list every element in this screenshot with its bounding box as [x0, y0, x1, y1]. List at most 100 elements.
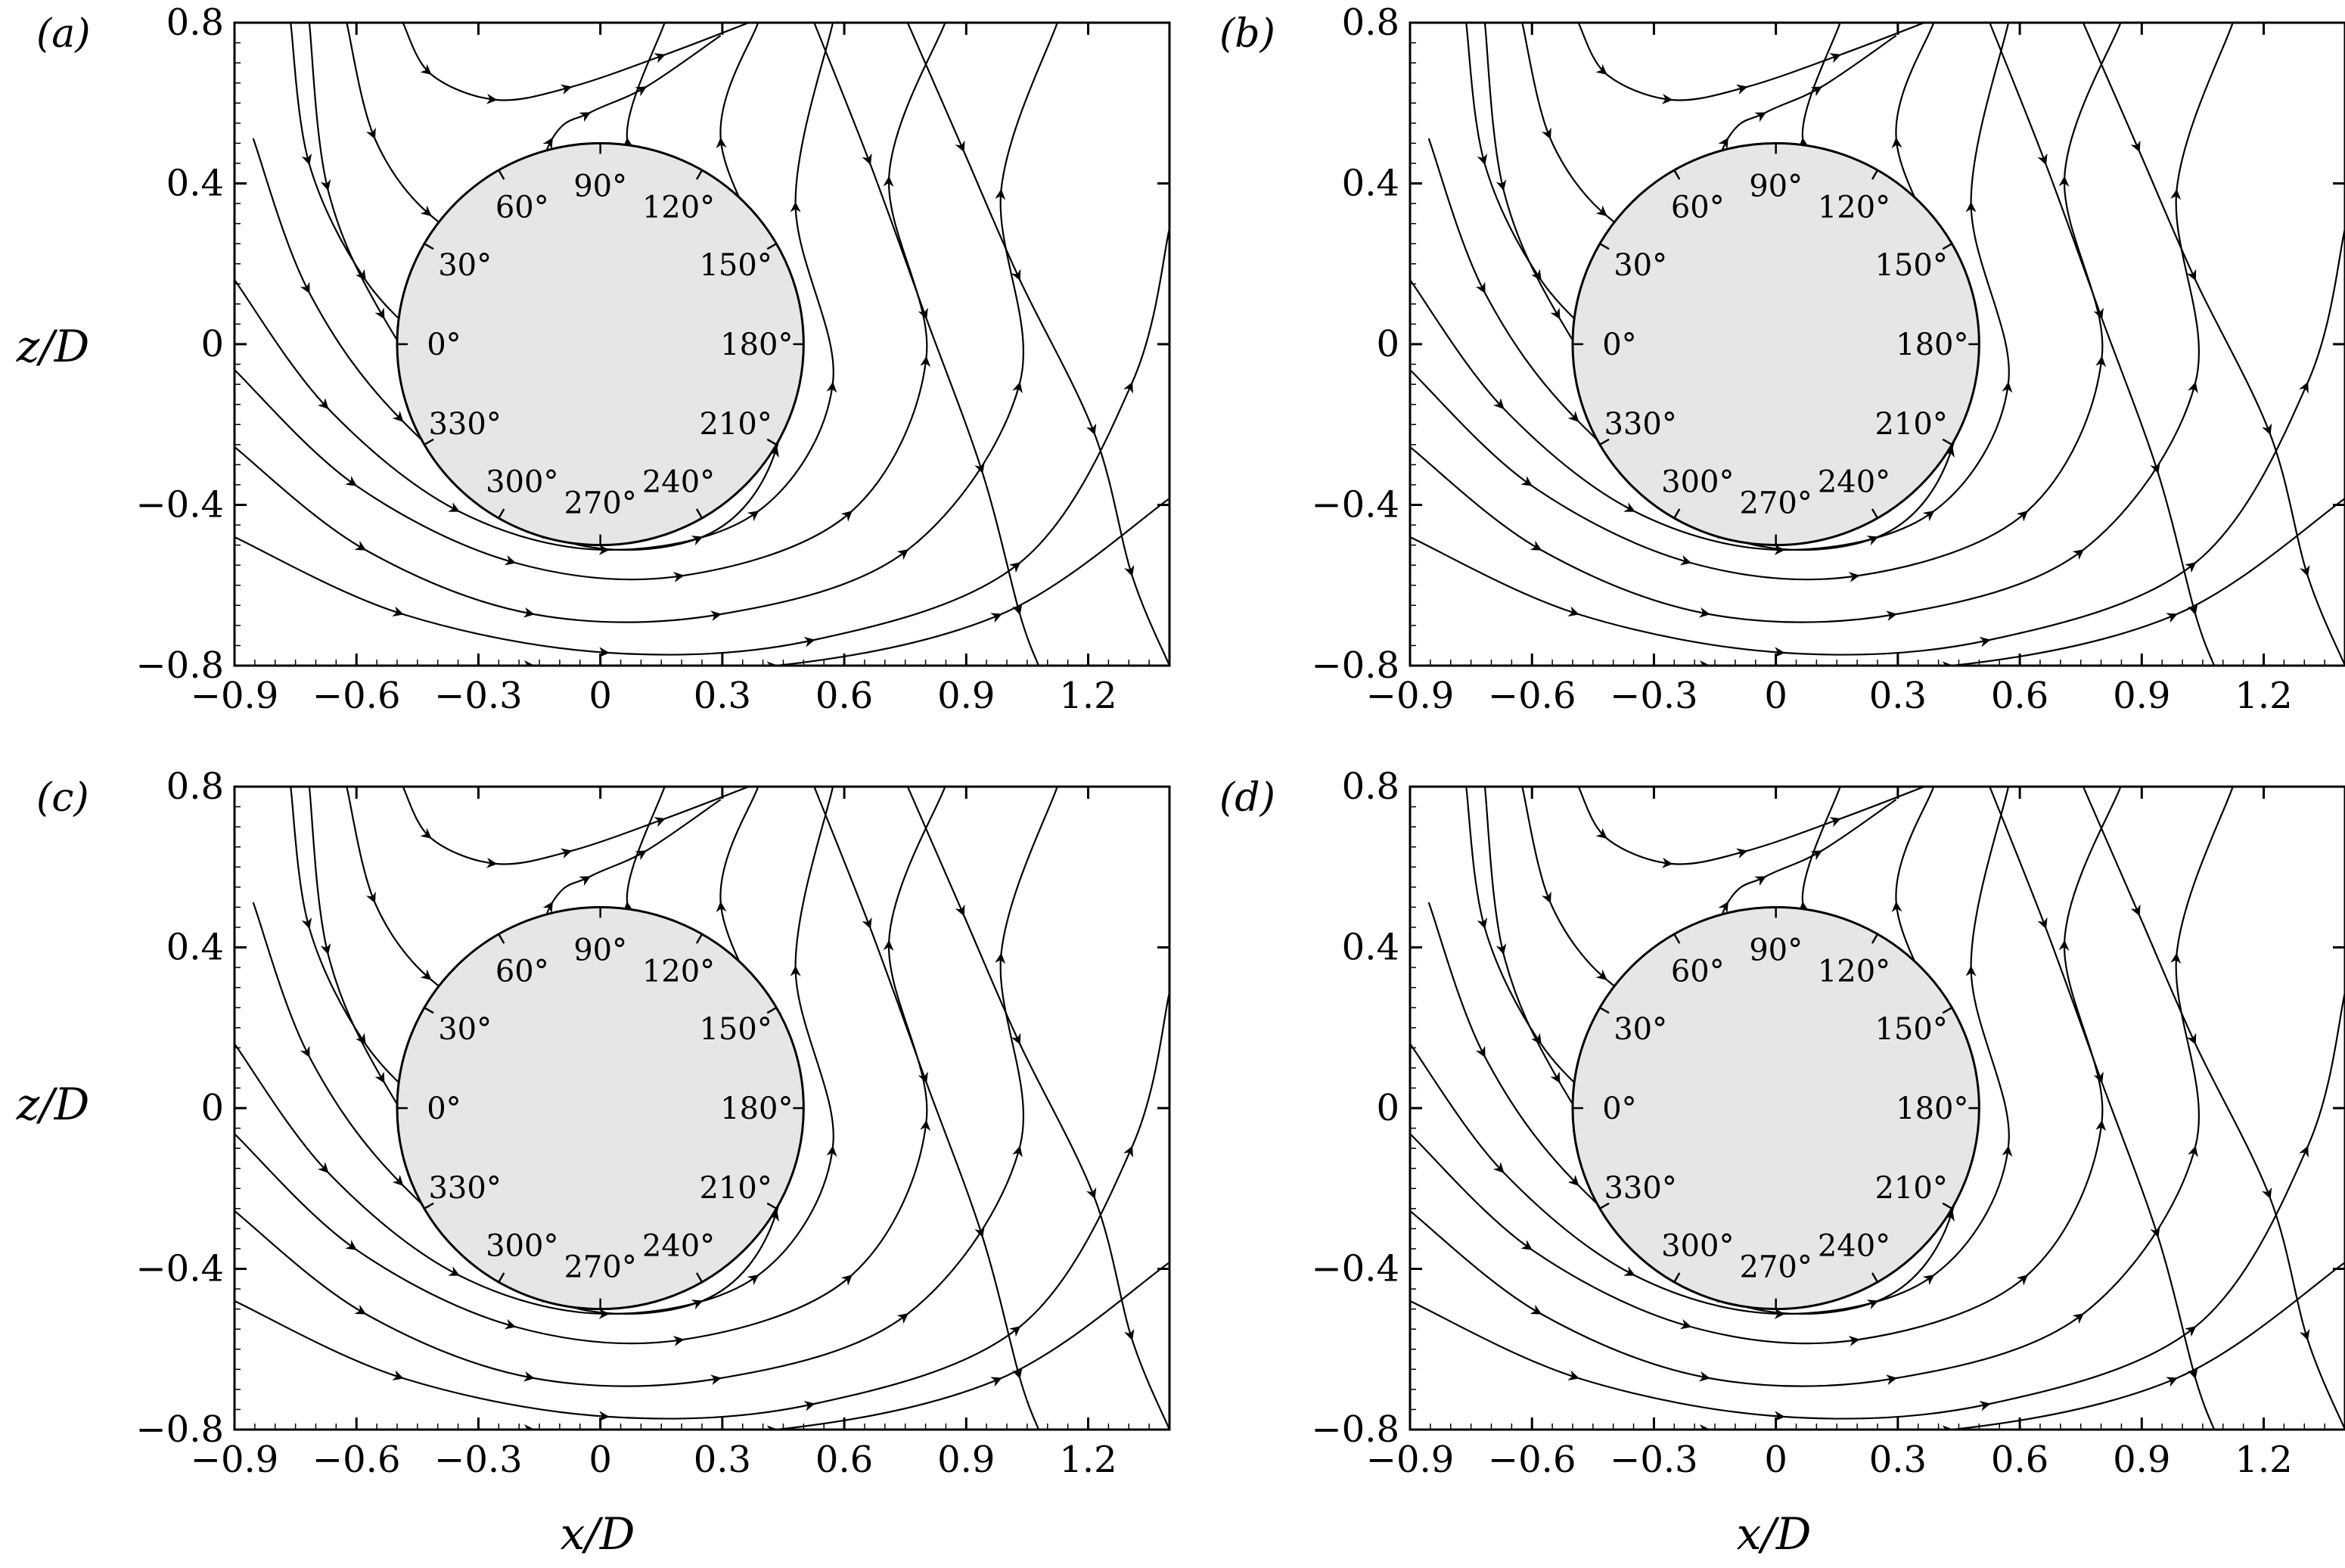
angle-label: 180°	[1896, 328, 1968, 362]
angle-label: 90°	[1749, 933, 1803, 967]
angle-label: 300°	[1661, 465, 1734, 500]
x-tick-label: 1.2	[2235, 1439, 2292, 1481]
z-tick-label: 0	[1376, 323, 1399, 365]
angle-label: 270°	[1739, 1250, 1812, 1285]
x-tick-label: −0.3	[1610, 675, 1698, 717]
angle-label: 210°	[1874, 407, 1947, 442]
angle-label: 60°	[495, 954, 549, 989]
angle-tick	[424, 1007, 434, 1014]
angle-label: 150°	[1874, 1012, 1947, 1047]
x-tick-label: −0.6	[312, 675, 401, 717]
z-tick-label: −0.8	[135, 1408, 224, 1451]
angle-label: 210°	[699, 407, 772, 442]
angle-label: 0°	[1602, 1091, 1636, 1126]
angle-label: 30°	[438, 248, 492, 283]
panel-tag-d: (d)	[1219, 775, 1275, 821]
angle-label: 180°	[720, 328, 793, 362]
panel-tag-b: (b)	[1219, 11, 1275, 57]
angle-label: 120°	[642, 190, 715, 225]
x-tick-label: −0.3	[434, 675, 523, 717]
z-tick-label: −0.8	[135, 644, 224, 687]
angle-tick	[766, 438, 777, 446]
streamline	[906, 23, 1169, 666]
angle-label: 120°	[1818, 954, 1890, 989]
angle-tick	[1673, 508, 1681, 519]
x-tick-label: 0.9	[937, 1439, 995, 1481]
x-tick-label: −0.9	[191, 1439, 279, 1481]
streamline	[813, 23, 1040, 666]
x-tick-label: −0.9	[191, 675, 279, 717]
angle-tick	[498, 933, 505, 944]
angle-tick	[695, 1272, 704, 1283]
x-tick-label: −0.3	[434, 1439, 523, 1481]
angle-label: 30°	[1614, 1012, 1667, 1047]
streamline	[402, 787, 750, 868]
angle-label: 0°	[427, 328, 461, 362]
streamline	[1577, 23, 1925, 104]
z-tick-label: 0.4	[166, 927, 224, 969]
streamline	[1466, 498, 2345, 666]
z-tick-label: 0	[200, 1087, 224, 1129]
streamline	[2082, 787, 2345, 1430]
x-tick-label: 0.3	[1869, 1439, 1927, 1481]
streamlines	[234, 787, 1169, 1430]
angle-label: 270°	[1739, 486, 1812, 521]
streamline	[1577, 787, 1925, 868]
angle-label: 210°	[1874, 1171, 1947, 1206]
angle-tick	[424, 438, 434, 446]
angle-label: 240°	[642, 1229, 715, 1264]
angle-label: 0°	[427, 1091, 461, 1126]
x-axis-title-left: x/D	[561, 1508, 635, 1560]
angle-tick	[1599, 1202, 1610, 1209]
angle-tick	[766, 1202, 777, 1209]
z-tick-label: 0.8	[1342, 2, 1399, 44]
z-tick-label: −0.4	[135, 1248, 224, 1290]
x-tick-label: −0.6	[1488, 1439, 1576, 1481]
x-tick-label: 0.3	[1869, 675, 1927, 717]
angle-label: 300°	[1661, 1229, 1734, 1264]
x-tick-label: −0.3	[1610, 1439, 1698, 1481]
z-tick-label: 0	[200, 323, 224, 365]
angle-label: 150°	[699, 1012, 772, 1047]
streamline	[402, 23, 750, 104]
z-tick-label: −0.4	[1311, 484, 1399, 526]
angle-label: 180°	[1896, 1091, 1968, 1126]
x-tick-label: 0.6	[815, 1439, 873, 1481]
angle-tick	[695, 933, 704, 944]
angle-label: 330°	[428, 407, 501, 442]
angle-tick	[498, 508, 505, 519]
x-tick-label: 0.3	[694, 1439, 751, 1481]
angle-label: 180°	[720, 1091, 793, 1126]
x-tick-label: 0.6	[1991, 675, 2048, 717]
angle-label: 90°	[573, 169, 627, 203]
angle-tick	[1942, 1202, 1952, 1209]
z-tick-label: −0.8	[1311, 644, 1399, 687]
z-tick-label: 0.4	[1342, 163, 1399, 205]
x-tick-label: 0	[589, 675, 612, 717]
panel-tag-a: (a)	[36, 11, 91, 57]
angle-tick	[766, 1007, 777, 1014]
z-tick-label: 0.8	[166, 2, 224, 44]
angle-label: 60°	[1671, 190, 1725, 225]
z-tick-label: 0.4	[166, 163, 224, 205]
x-tick-label: 1.2	[2235, 675, 2292, 717]
angle-label: 120°	[1818, 190, 1890, 225]
z-tick-label: 0.4	[1342, 927, 1399, 969]
angle-label: 210°	[699, 1171, 772, 1206]
x-tick-label: −0.9	[1366, 675, 1455, 717]
panel-c: (c) 0°30°60°90°120°150°180°210°240°270°3…	[36, 765, 1171, 1481]
angle-label: 120°	[642, 954, 715, 989]
angle-label: 150°	[699, 248, 772, 283]
angle-label: 60°	[495, 190, 549, 225]
angle-label: 300°	[486, 465, 558, 500]
angle-tick	[1871, 169, 1879, 180]
x-tick-label: 1.2	[1059, 1439, 1117, 1481]
angle-label: 270°	[564, 486, 636, 521]
z-axis-title-top: z/D	[16, 321, 90, 372]
streamline	[1989, 23, 2216, 666]
angle-tick	[498, 1272, 505, 1283]
angle-tick	[498, 169, 505, 180]
x-tick-label: 0.9	[937, 675, 995, 717]
angle-tick	[1599, 438, 1610, 446]
